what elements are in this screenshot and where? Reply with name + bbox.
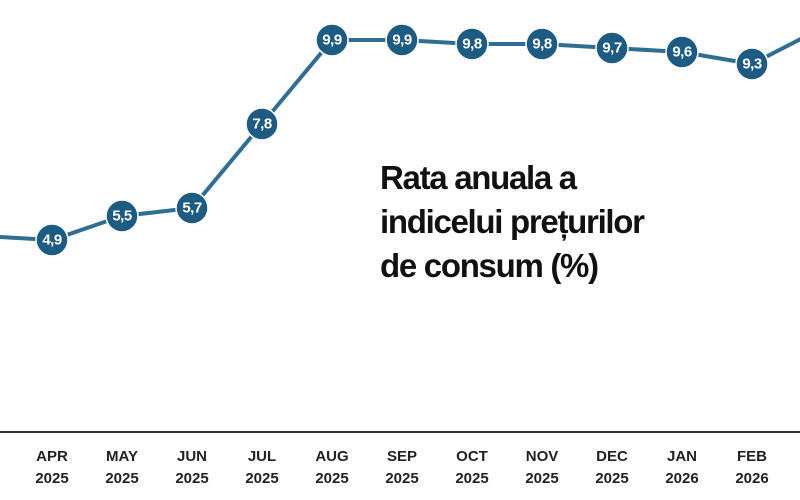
x-tick-label: MAY 2025 <box>105 448 139 487</box>
data-label: 5,7 <box>182 200 202 217</box>
point <box>455 27 489 61</box>
point <box>525 27 559 61</box>
data-label: 4,9 <box>42 232 62 249</box>
data-label: 9,8 <box>532 36 552 53</box>
point <box>35 223 69 257</box>
point <box>175 191 209 225</box>
chart-title: Rata anuala a indicelui prețurilor de co… <box>380 159 645 284</box>
x-tick-label: OCT 2025 <box>455 448 489 487</box>
point <box>385 23 419 57</box>
x-tick-label: AUG 2025 <box>315 448 349 487</box>
x-tick-label: SEP 2025 <box>385 448 419 487</box>
point <box>595 31 629 65</box>
data-label: 9,9 <box>392 32 412 49</box>
point <box>665 35 699 69</box>
data-label: 9,9 <box>322 32 342 49</box>
data-label: 9,8 <box>462 36 482 53</box>
data-label: 9,7 <box>602 40 622 57</box>
data-label: 7,8 <box>252 116 272 133</box>
point <box>245 107 279 141</box>
data-label: 5,5 <box>112 208 132 225</box>
data-label: 9,6 <box>672 44 692 61</box>
x-tick-label: JUN 2025 <box>175 448 209 487</box>
x-tick-label: DEC 2025 <box>595 448 629 487</box>
x-tick-label: NOV 2025 <box>525 448 559 487</box>
x-tick-label: JUL 2025 <box>245 448 279 487</box>
point <box>735 47 769 81</box>
point <box>315 23 349 57</box>
data-label: 9,3 <box>742 56 762 73</box>
x-tick-label: FEB 2026 <box>735 448 769 487</box>
point <box>105 199 139 233</box>
x-tick-label: APR 2025 <box>35 448 69 487</box>
x-tick-label: JAN 2026 <box>665 448 699 487</box>
